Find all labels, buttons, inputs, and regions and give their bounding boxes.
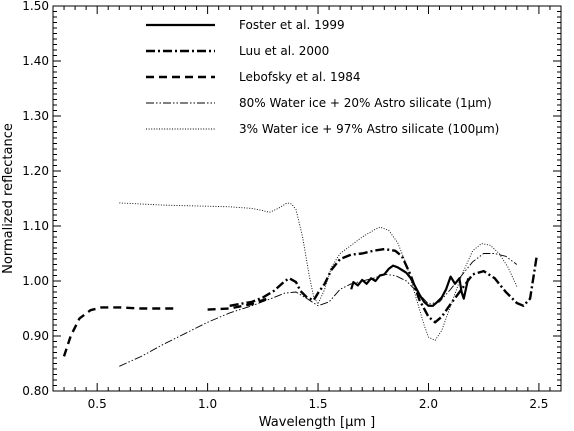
- x-tick-label: 0.5: [88, 397, 107, 411]
- y-axis-title: Normalized reflectance: [1, 123, 16, 274]
- plot-lines: [62, 202, 538, 367]
- plot-frame: [52, 5, 562, 392]
- x-tick-label: 1.0: [198, 397, 217, 411]
- legend-label-2: Luu et al. 2000: [239, 44, 329, 58]
- y-tick-label: 1.20: [22, 164, 49, 178]
- series-line-2-segment-1: [229, 247, 538, 324]
- series-line-4-segment-1: [119, 253, 518, 367]
- y-tick-label: 1.10: [22, 219, 49, 233]
- legend-label-1: Foster et al. 1999: [239, 18, 345, 32]
- legend: Foster et al. 1999 Luu et al. 2000 Lebofsk…: [146, 18, 499, 136]
- y-tick-label: 1.30: [22, 109, 49, 123]
- series-line-1-segment-1: [350, 264, 470, 307]
- x-tick-label: 1.5: [308, 397, 327, 411]
- y-tick-label: 1.50: [22, 0, 49, 13]
- x-tick-label: 2.5: [529, 397, 548, 411]
- x-tick-label: 2.0: [419, 397, 438, 411]
- series-line-3-segment-2: [207, 297, 268, 311]
- legend-label-4: 80% Water ice + 20% Astro silicate (1μm): [239, 96, 492, 110]
- series-line-5-segment-1: [119, 202, 518, 341]
- y-tick-label: 1.00: [22, 274, 49, 288]
- y-tick-label: 0.90: [22, 329, 49, 343]
- x-axis-title: Wavelength [μm ]: [259, 415, 375, 430]
- y-tick-label: 1.40: [22, 54, 49, 68]
- y-tick-label: 0.80: [22, 384, 49, 398]
- legend-label-5: 3% Water ice + 97% Astro silicate (100μm…: [239, 122, 499, 136]
- legend-label-3: Lebofsky et al. 1984: [239, 70, 361, 84]
- axes: 0.5 1.0 1.5 2.0 2.5 0.80 0.90 1.00 1.10 1.20 1.30 1…: [22, 0, 562, 411]
- series-line-3-segment-1: [62, 306, 175, 357]
